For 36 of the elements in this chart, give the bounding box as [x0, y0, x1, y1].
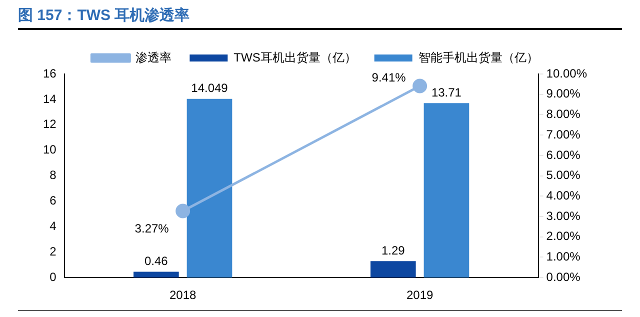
y2-tick-label: 7.00% — [546, 127, 581, 142]
y2-tick-label: 5.00% — [546, 168, 581, 182]
data-label: 9.41% — [372, 70, 406, 84]
y-tick-label: 16 — [42, 66, 57, 80]
data-label: 13.71 — [431, 85, 462, 100]
bar — [370, 261, 416, 278]
y2-tick-label: 2.00% — [546, 229, 581, 244]
y2-tick-label: 9.00% — [546, 86, 581, 101]
y2-tick-label: 6.00% — [546, 148, 581, 162]
bar — [186, 98, 232, 278]
y2-tick-label: 8.00% — [546, 107, 581, 122]
data-label: 0.46 — [144, 254, 168, 268]
chart-title: 图 157：TWS 耳机渗透率 — [18, 6, 622, 30]
y-tick-label: 8 — [50, 168, 57, 182]
y-tick-label: 6 — [50, 194, 57, 208]
y2-tick-label: 0.00% — [546, 270, 581, 284]
data-label: 14.049 — [191, 81, 228, 96]
y-tick-label: 10 — [42, 142, 57, 157]
y2-tick-label: 4.00% — [546, 188, 581, 202]
y-tick-label: 2 — [50, 244, 57, 258]
y2-tick-label: 1.00% — [546, 250, 581, 264]
y-tick-label: 4 — [50, 219, 57, 234]
legend-label: 渗透率 — [136, 50, 172, 64]
y-tick-label: 12 — [42, 117, 57, 132]
bar — [134, 272, 179, 278]
y-tick-label: 14 — [42, 92, 57, 106]
y2-tick-label: 10.00% — [546, 66, 588, 80]
bar — [424, 103, 470, 278]
x-tick-label: 2018 — [169, 288, 197, 302]
legend-label: TWS耳机出货量（亿） — [234, 50, 356, 64]
y2-tick-label: 3.00% — [546, 208, 581, 223]
data-label: 3.27% — [134, 221, 170, 236]
y-tick-label: 0 — [50, 270, 57, 284]
data-label: 1.29 — [381, 243, 406, 258]
legend-label: 智能手机出货量（亿） — [418, 50, 538, 64]
x-tick-label: 2019 — [406, 288, 434, 302]
